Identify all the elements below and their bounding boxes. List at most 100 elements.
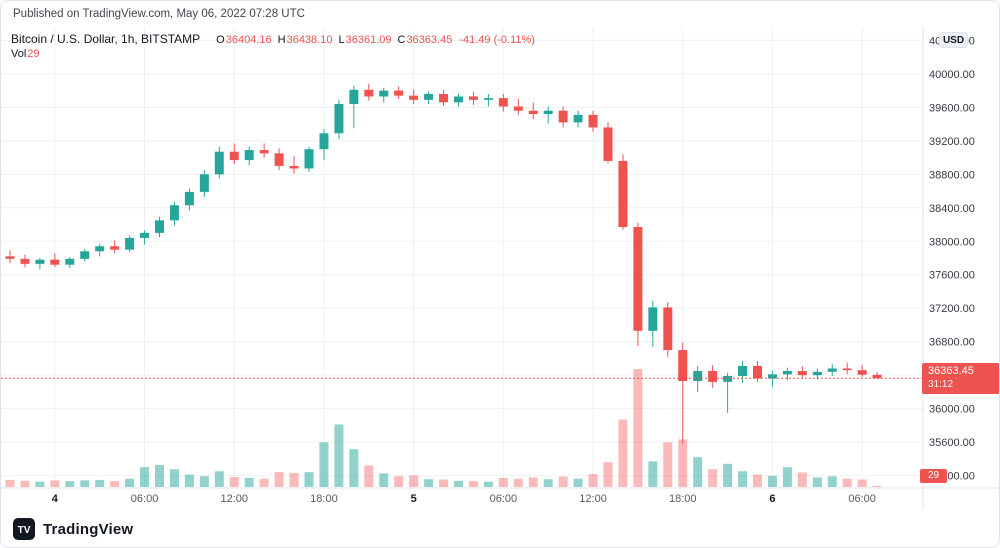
- symbol-title[interactable]: Bitcoin / U.S. Dollar, 1h, BITSTAMP: [11, 32, 201, 46]
- candle-body: [543, 110, 553, 115]
- close-label: C: [397, 34, 406, 46]
- volume-bar: [648, 461, 658, 487]
- candle-body: [498, 98, 508, 107]
- candle-body: [80, 251, 90, 259]
- high-label: H: [277, 34, 286, 46]
- candle-body: [244, 150, 254, 161]
- volume-bar: [20, 480, 30, 487]
- price-tick-label: 35600.00: [929, 437, 975, 449]
- candle-body: [304, 149, 314, 169]
- volume-bar: [603, 462, 613, 487]
- candle-body: [528, 110, 538, 115]
- candle-body: [812, 371, 822, 376]
- candle-body: [648, 307, 658, 331]
- volume-bar: [5, 479, 15, 487]
- volume-bar: [558, 476, 568, 487]
- volume-bar: [349, 449, 359, 487]
- volume-bar: [842, 478, 852, 487]
- candlestick-chart[interactable]: 35200.0035600.0036000.0036400.0036800.00…: [1, 27, 999, 509]
- candle-body: [334, 104, 344, 134]
- volume-bar: [468, 481, 478, 487]
- svg-text:TV: TV: [18, 525, 31, 536]
- volume-bar: [379, 473, 389, 487]
- time-tick-label: 6: [769, 493, 775, 505]
- time-tick-label: 06:00: [131, 493, 159, 505]
- volume-bar: [797, 472, 807, 487]
- candle-body: [319, 133, 329, 150]
- volume-bar: [693, 457, 703, 487]
- price-tick-label: 39600.00: [929, 102, 975, 114]
- bar-countdown: 31:12: [928, 379, 954, 391]
- candle-body: [738, 365, 748, 377]
- candle-body: [184, 191, 194, 206]
- candle-body: [513, 106, 523, 111]
- candle-body: [379, 90, 389, 97]
- candles-layer: [5, 83, 882, 444]
- volume-bar: [723, 463, 733, 487]
- volume-bar: [334, 424, 344, 487]
- last-price-value: 36363.45: [928, 365, 974, 378]
- volume-bar: [155, 465, 164, 487]
- candle-body: [214, 151, 224, 175]
- volume-bar: [319, 442, 329, 487]
- chart-area[interactable]: 35200.0035600.0036000.0036400.0036800.00…: [1, 27, 999, 509]
- volume-bar: [767, 475, 777, 487]
- candle-body: [364, 89, 374, 97]
- volume-bar: [812, 477, 822, 487]
- time-tick-label: 06:00: [848, 493, 876, 505]
- time-tick-label: 12:00: [579, 493, 607, 505]
- volume-bar: [753, 474, 762, 487]
- price-tick-label: 38800.00: [929, 169, 975, 181]
- candle-body: [349, 89, 359, 104]
- volume-layer: [5, 369, 882, 487]
- candle-body: [199, 174, 209, 192]
- low-label: L: [338, 34, 345, 46]
- candle-body: [483, 98, 493, 100]
- volume-bar: [50, 480, 60, 487]
- published-caption: Published on TradingView.com, May 06, 20…: [13, 8, 305, 20]
- volume-bar: [827, 476, 837, 487]
- volume-bar: [543, 479, 553, 487]
- volume-bar: [199, 476, 209, 487]
- volume-bar: [65, 481, 75, 487]
- candle-body: [693, 370, 703, 382]
- candle-body: [678, 350, 688, 382]
- volume-bar: [678, 439, 688, 487]
- low-value: 36361.09: [345, 34, 392, 46]
- candle-body: [409, 95, 419, 100]
- volume-bar: [663, 442, 673, 487]
- volume-bar: [229, 477, 239, 487]
- volume-bar: [364, 465, 374, 487]
- price-axis: 35200.0035600.0036000.0036400.0036800.00…: [929, 35, 975, 482]
- candle-body: [782, 370, 792, 375]
- currency-badge[interactable]: USD: [939, 32, 968, 49]
- price-tick-label: 38000.00: [929, 236, 975, 248]
- candle-body: [723, 376, 733, 382]
- volume-bar: [289, 472, 299, 487]
- price-tick-label: 40000.00: [929, 69, 975, 81]
- ohlc-row: Bitcoin / U.S. Dollar, 1h, BITSTAMP O3640…: [11, 32, 535, 47]
- volume-value: 29: [27, 48, 40, 60]
- footer: TV TradingView: [1, 509, 999, 547]
- volume-bar: [244, 477, 254, 487]
- volume-row: Vol29: [11, 47, 535, 62]
- volume-bar: [409, 475, 419, 487]
- brand-name[interactable]: TradingView: [43, 520, 134, 538]
- volume-label: Vol: [11, 48, 27, 60]
- candle-body: [394, 90, 404, 96]
- tradingview-logo-icon[interactable]: TV: [13, 518, 35, 540]
- candle-body: [259, 150, 269, 154]
- volume-bar: [95, 479, 105, 487]
- candle-body: [618, 160, 628, 228]
- candle-body: [5, 256, 15, 259]
- candle-body: [125, 237, 135, 250]
- candle-body: [20, 258, 30, 264]
- volume-bar: [857, 479, 867, 487]
- candle-body: [767, 374, 777, 379]
- candle-body: [633, 227, 643, 331]
- candle-body: [439, 93, 449, 103]
- volume-bar: [259, 478, 269, 487]
- volume-bar: [80, 480, 90, 487]
- price-tick-label: 39200.00: [929, 136, 975, 148]
